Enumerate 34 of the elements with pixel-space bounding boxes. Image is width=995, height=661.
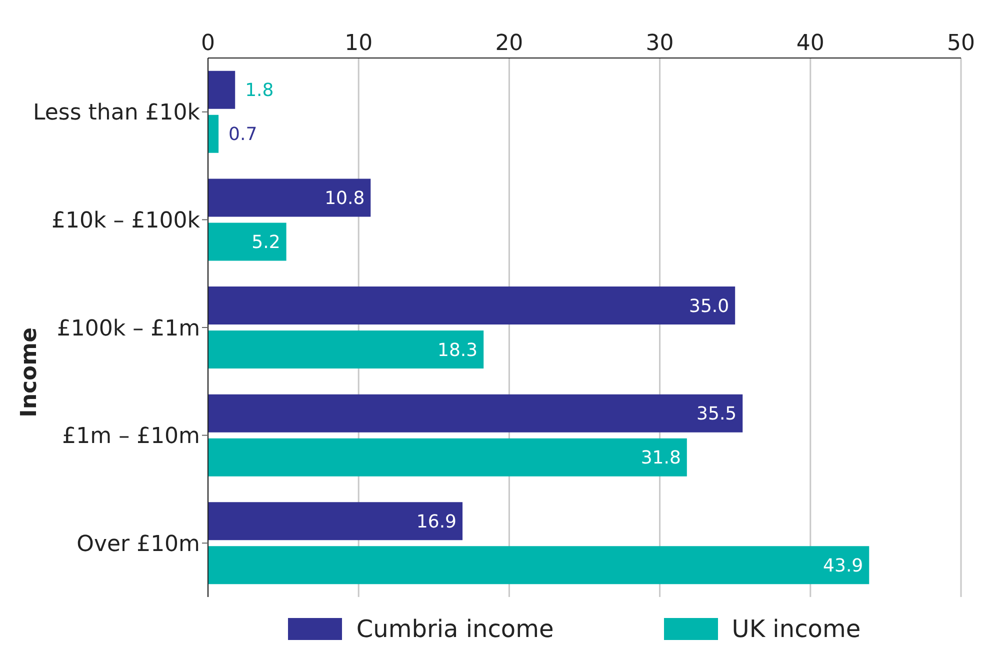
bar bbox=[208, 114, 219, 153]
y-tick-label: £10k – £100k bbox=[52, 208, 200, 234]
x-tick-label: 30 bbox=[646, 31, 674, 56]
data-label: 0.7 bbox=[228, 124, 258, 146]
data-label: 43.9 bbox=[823, 555, 864, 576]
data-label: 1.8 bbox=[245, 80, 274, 102]
x-tick-label: 0 bbox=[201, 31, 215, 56]
bar bbox=[208, 70, 236, 109]
bar bbox=[208, 330, 484, 369]
x-tick-label: 50 bbox=[947, 31, 975, 56]
bar bbox=[208, 546, 870, 584]
bar bbox=[208, 286, 736, 325]
data-label: 35.5 bbox=[696, 404, 737, 425]
bar bbox=[208, 394, 743, 432]
bar bbox=[208, 438, 687, 476]
x-tick-label: 20 bbox=[495, 31, 524, 56]
data-label: 16.9 bbox=[416, 511, 457, 532]
y-tick-label: Over £10m bbox=[76, 532, 200, 557]
y-axis-title: Income bbox=[16, 328, 42, 418]
data-label: 10.8 bbox=[324, 188, 365, 210]
x-tick-label: 40 bbox=[796, 31, 824, 56]
data-label: 5.2 bbox=[252, 232, 280, 254]
y-tick-label: £1m – £10m bbox=[62, 424, 200, 450]
data-label: 18.3 bbox=[438, 340, 478, 361]
y-tick-label: £100k – £1m bbox=[56, 316, 200, 342]
bar bbox=[208, 502, 463, 540]
x-tick-label: 10 bbox=[344, 31, 373, 56]
legend-label: Cumbria income bbox=[355, 615, 554, 643]
data-label: 31.8 bbox=[640, 448, 681, 469]
legend-label: UK income bbox=[730, 615, 861, 643]
y-tick-label: Less than £10k bbox=[32, 100, 200, 126]
bar bbox=[208, 222, 286, 261]
data-label: 35.0 bbox=[689, 296, 730, 317]
bar bbox=[208, 178, 371, 217]
